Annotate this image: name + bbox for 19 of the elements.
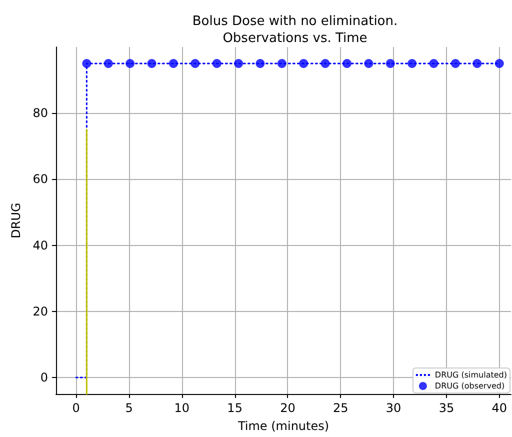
y-tick-label: 40 (32, 238, 48, 252)
legend-label: DRUG (observed) (434, 382, 505, 390)
x-tick-label: 25 (333, 401, 348, 415)
x-tick-label: 0 (72, 401, 80, 415)
y-tick-label: 0 (40, 370, 48, 384)
x-tick-label: 15 (227, 401, 242, 415)
y-tick-label: 80 (32, 106, 48, 120)
y-tick-label: 60 (32, 172, 48, 186)
x-tick-label: 10 (174, 401, 190, 415)
y-axis-title: DRUG (8, 202, 23, 238)
x-tick-label: 20 (280, 401, 296, 415)
y-tick-label: 20 (32, 304, 48, 318)
x-tick-label: 5 (125, 401, 133, 415)
legend-label: DRUG (simulated) (434, 370, 508, 380)
chart-title: Bolus Dose with no elimination. Observations vs. Time (192, 14, 398, 46)
x-tick-label: 35 (438, 401, 454, 415)
x-tick-label: 40 (492, 401, 507, 415)
x-axis-title: Time (minutes) (236, 419, 330, 433)
x-tick-label: 30 (386, 401, 402, 415)
